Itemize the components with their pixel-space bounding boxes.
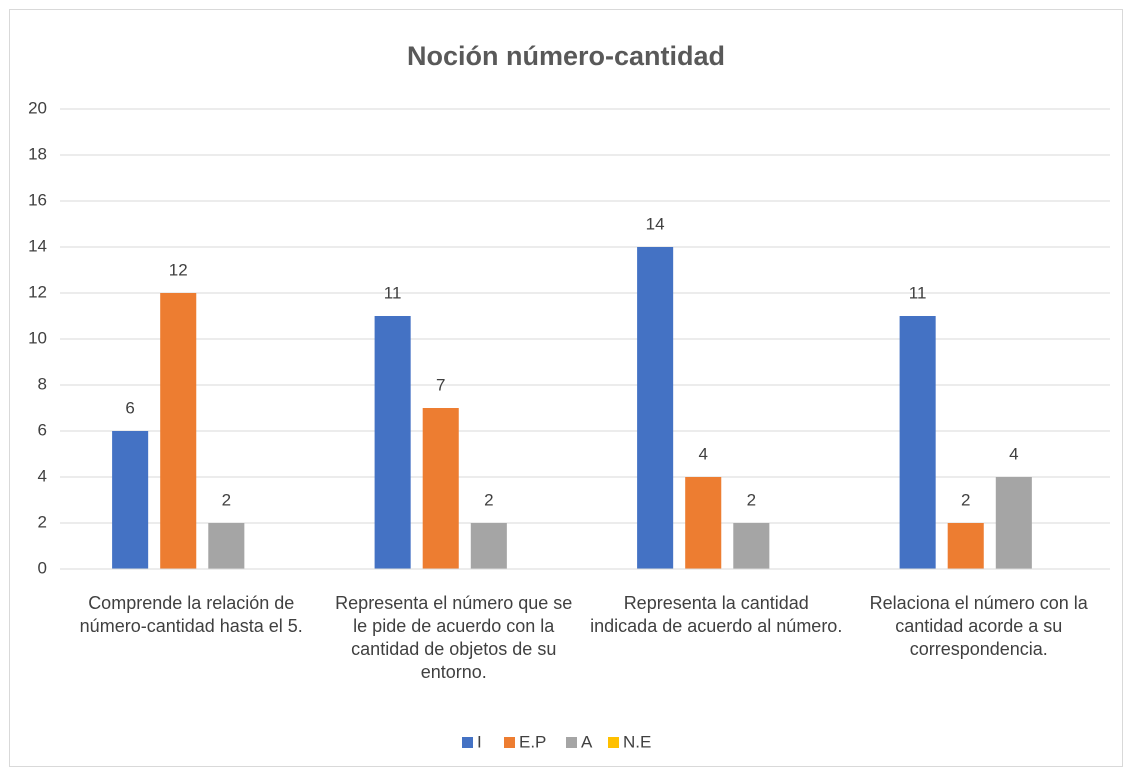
y-tick-label: 10 bbox=[28, 328, 47, 347]
bar bbox=[995, 477, 1032, 569]
y-tick-label: 14 bbox=[28, 236, 47, 255]
bar bbox=[899, 316, 936, 569]
legend-label: A bbox=[581, 732, 593, 751]
data-label: 2 bbox=[222, 490, 231, 509]
data-label: 2 bbox=[484, 490, 493, 509]
y-tick-label: 20 bbox=[28, 98, 47, 117]
y-tick-label: 8 bbox=[38, 374, 47, 393]
y-tick-label: 4 bbox=[38, 466, 47, 485]
y-tick-label: 6 bbox=[38, 420, 47, 439]
bar bbox=[374, 316, 411, 569]
y-tick-label: 16 bbox=[28, 190, 47, 209]
legend-swatch bbox=[504, 737, 515, 748]
bar bbox=[112, 431, 149, 569]
y-tick-label: 18 bbox=[28, 144, 47, 163]
x-tick-label: Representa la cantidad indicada de acuer… bbox=[590, 593, 843, 636]
data-label: 14 bbox=[646, 214, 665, 233]
data-label: 4 bbox=[1009, 444, 1018, 463]
bar bbox=[947, 523, 984, 569]
legend-swatch bbox=[608, 737, 619, 748]
data-label: 7 bbox=[436, 375, 445, 394]
bar bbox=[422, 408, 459, 569]
data-label: 12 bbox=[169, 260, 188, 279]
data-label: 2 bbox=[961, 490, 970, 509]
bar bbox=[685, 477, 722, 569]
data-label: 11 bbox=[909, 283, 927, 302]
data-label: 11 bbox=[384, 283, 402, 302]
bar bbox=[208, 523, 245, 569]
legend-label: N.E bbox=[623, 732, 651, 751]
data-label: 4 bbox=[698, 444, 707, 463]
bar bbox=[160, 293, 197, 569]
y-tick-label: 2 bbox=[38, 512, 47, 531]
chart-title: Noción número-cantidad bbox=[407, 41, 725, 71]
y-tick-label: 0 bbox=[38, 558, 47, 577]
legend-label: E.P bbox=[519, 732, 546, 751]
legend-swatch bbox=[566, 737, 577, 748]
legend-swatch bbox=[462, 737, 473, 748]
x-tick-label: Relaciona el número con la cantidad acor… bbox=[869, 593, 1088, 659]
bar bbox=[470, 523, 507, 569]
x-tick-label: Comprende la relación de número-cantidad… bbox=[79, 593, 303, 636]
y-tick-label: 12 bbox=[28, 282, 47, 301]
bar bbox=[733, 523, 770, 569]
x-tick-label: Representa el número que se le pide de a… bbox=[335, 593, 573, 682]
legend-label: I bbox=[477, 732, 482, 751]
data-label: 2 bbox=[747, 490, 756, 509]
bar bbox=[637, 247, 674, 569]
data-label: 6 bbox=[125, 398, 134, 417]
